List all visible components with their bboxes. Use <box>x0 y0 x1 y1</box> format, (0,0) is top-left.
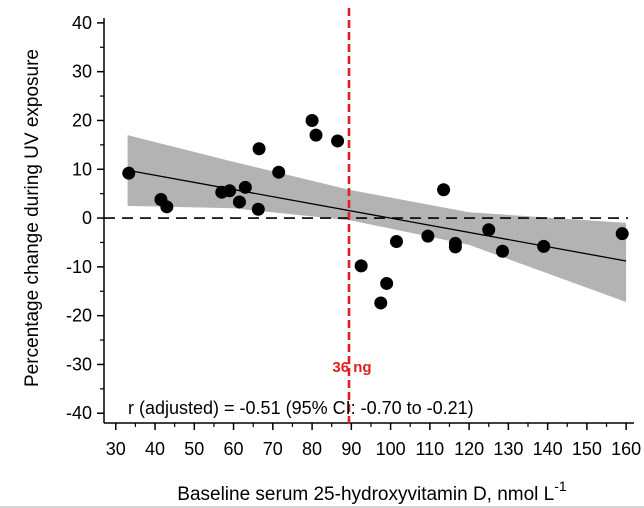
y-tick-label: 20 <box>72 110 92 130</box>
data-point <box>160 200 174 214</box>
y-tick-label: 0 <box>82 208 92 228</box>
x-tick-label: 70 <box>263 439 283 459</box>
y-tick-label: 10 <box>72 159 92 179</box>
data-points <box>122 8 629 425</box>
data-point <box>374 296 388 310</box>
x-tick-label: 150 <box>572 439 602 459</box>
data-point <box>437 183 451 197</box>
data-point <box>272 165 286 179</box>
correlation-annotation: r (adjusted) = -0.51 (95% CI: -0.70 to -… <box>128 398 474 418</box>
tick-labels: -40 -30 -20 -10 0 10 20 30 40 30 40 50 60 70 80 90 100 11… <box>66 13 641 459</box>
x-tick-label: 90 <box>341 439 361 459</box>
x-tick-label: 80 <box>302 439 322 459</box>
data-point <box>238 180 252 194</box>
y-tick-label: -20 <box>66 306 92 326</box>
x-axis-title: Baseline serum 25-hydroxyvitamin D, nmol… <box>177 478 567 505</box>
y-tick-label: -40 <box>66 403 92 423</box>
x-tick-label: 110 <box>416 439 445 459</box>
data-point <box>421 229 435 243</box>
x-axis-title-superscript: -1 <box>554 478 567 494</box>
data-point <box>305 113 319 127</box>
data-point <box>122 166 136 180</box>
data-point <box>354 259 368 273</box>
bottom-divider <box>0 506 644 508</box>
x-tick-label: 40 <box>145 439 165 459</box>
axes <box>97 18 634 430</box>
y-tick-label: 30 <box>72 62 92 82</box>
reference-line-label: 36 ng <box>332 359 371 376</box>
data-point <box>232 195 246 209</box>
x-axis-title-main: Baseline serum 25-hydroxyvitamin D, nmol… <box>177 484 554 505</box>
data-point <box>537 239 551 253</box>
x-tick-label: 50 <box>184 439 204 459</box>
x-tick-label: 120 <box>454 439 484 459</box>
x-tick-label: 160 <box>611 439 641 459</box>
data-point <box>309 128 323 142</box>
y-tick-label: 40 <box>72 13 92 33</box>
data-point <box>448 240 462 254</box>
data-point <box>615 227 629 241</box>
x-tick-label: 60 <box>224 439 244 459</box>
x-tick-label: 30 <box>106 439 126 459</box>
regression-line <box>127 169 627 262</box>
y-tick-label: -10 <box>66 257 92 277</box>
x-tick-label: 140 <box>533 439 563 459</box>
data-point <box>482 223 496 237</box>
data-point <box>495 244 509 258</box>
x-tick-label: 100 <box>376 439 406 459</box>
data-point <box>389 234 403 248</box>
data-point <box>380 276 394 290</box>
y-axis-title: Percentage change during UV exposure <box>22 49 43 387</box>
y-tick-label: -30 <box>66 354 92 374</box>
x-tick-label: 130 <box>493 439 523 459</box>
data-point <box>252 142 266 156</box>
data-point <box>331 134 345 148</box>
data-point <box>251 202 265 216</box>
data-point <box>223 184 237 198</box>
